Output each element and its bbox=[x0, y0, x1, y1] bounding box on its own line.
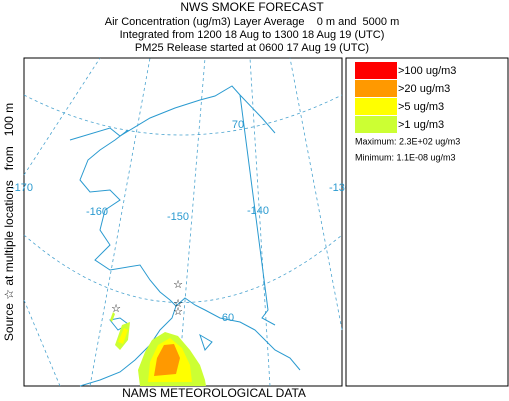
legend-label: >20 ug/m3 bbox=[398, 83, 450, 95]
footer: NAMS METEOROLOGICAL DATA bbox=[122, 386, 306, 400]
legend-swatch bbox=[355, 80, 397, 97]
legend-label: >5 ug/m3 bbox=[398, 101, 444, 113]
source-markers: ☆ ☆ ☆ ☆ bbox=[111, 279, 183, 318]
svg-text:☆: ☆ bbox=[173, 279, 183, 291]
latitude-label: 60 bbox=[222, 312, 234, 324]
maximum: Maximum: 2.3E+02 ug/m3 bbox=[355, 136, 460, 146]
legend-label: >1 ug/m3 bbox=[398, 119, 444, 131]
smoke-plume bbox=[110, 312, 206, 386]
legend: >100 ug/m3 >20 ug/m3 >5 ug/m3 >1 ug/m3 bbox=[355, 62, 456, 133]
latitude-label: 70 bbox=[232, 119, 244, 131]
legend-swatch bbox=[355, 62, 397, 79]
legend-label: >100 ug/m3 bbox=[398, 65, 456, 77]
map-frame bbox=[23, 57, 343, 387]
longitude-label: -170 bbox=[11, 182, 33, 194]
subtitle: Air Concentration (ug/m3) Layer Average … bbox=[105, 16, 400, 28]
svg-text:☆: ☆ bbox=[173, 306, 183, 318]
source-label: Source ☆ at multiple locations from 100 … bbox=[2, 103, 16, 341]
longitude-label: -140 bbox=[247, 205, 269, 217]
svg-text:☆: ☆ bbox=[111, 303, 121, 315]
legend-swatch bbox=[355, 98, 397, 115]
subtitle: Integrated from 1200 18 Aug to 1300 18 A… bbox=[120, 29, 385, 41]
title: NWS SMOKE FORECAST bbox=[180, 0, 324, 14]
minimum: Minimum: 1.1E-08 ug/m3 bbox=[355, 152, 456, 162]
graticule bbox=[23, 57, 343, 387]
longitude-label: -160 bbox=[86, 206, 108, 218]
coastline bbox=[69, 85, 301, 387]
svg-text:☆: ☆ bbox=[173, 298, 183, 310]
longitude-label: -150 bbox=[167, 211, 189, 223]
subtitle: PM25 Release started at 0600 17 Aug 19 (… bbox=[135, 42, 369, 54]
legend-swatch bbox=[355, 116, 397, 133]
